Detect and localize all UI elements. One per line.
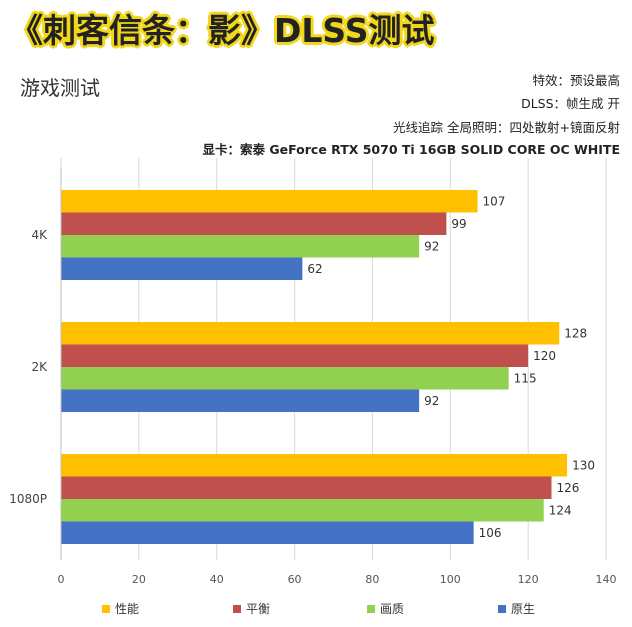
- x-tick-label: 60: [288, 573, 302, 586]
- x-tick-label: 120: [518, 573, 539, 586]
- x-tick-label: 20: [132, 573, 146, 586]
- data-label: 128: [564, 326, 587, 340]
- legend-item: 性能: [102, 600, 139, 617]
- legend-swatch: [102, 604, 110, 613]
- bar: [61, 212, 447, 235]
- x-tick-label: 80: [365, 573, 379, 586]
- info-line-gpu: 显卡：索泰 GeForce RTX 5070 Ti 16GB SOLID COR…: [202, 142, 620, 157]
- legend-label: 画质: [380, 602, 405, 616]
- data-label: 107: [483, 194, 506, 208]
- x-tick-label: 100: [440, 573, 461, 586]
- data-label: 92: [424, 239, 439, 253]
- data-label: 106: [479, 526, 502, 540]
- category-label: 4K: [31, 228, 48, 242]
- legend-item: 画质: [367, 600, 404, 617]
- legend-swatch: [498, 604, 506, 613]
- legend-label: 性能: [115, 602, 140, 616]
- data-label: 126: [557, 481, 580, 495]
- info-line-settings: 特效：预设最高: [532, 73, 620, 88]
- bar: [61, 344, 529, 367]
- chart-subtitle: 游戏测试: [20, 76, 100, 100]
- data-label: 62: [307, 262, 322, 276]
- legend-label: 原生: [511, 602, 536, 616]
- category-label: 2K: [31, 360, 48, 374]
- bar: [61, 235, 420, 258]
- legend-item: 原生: [498, 600, 535, 617]
- x-tick-label: 0: [58, 573, 65, 586]
- data-label: 92: [424, 394, 439, 408]
- bar: [61, 521, 474, 544]
- legend-label: 平衡: [246, 602, 271, 616]
- data-label: 124: [549, 503, 572, 517]
- banner-title: 《刺客信条：影》DLSS测试: [10, 11, 435, 50]
- bar: [61, 476, 552, 499]
- bar: [61, 454, 568, 477]
- data-label: 99: [451, 217, 466, 231]
- bar: [61, 389, 420, 412]
- data-label: 115: [514, 371, 537, 385]
- bar: [61, 257, 303, 280]
- legend-swatch: [367, 604, 375, 613]
- legend-item: 平衡: [233, 600, 270, 617]
- info-line-dlss: DLSS：帧生成 开: [521, 96, 620, 111]
- bar: [61, 190, 478, 213]
- bar: [61, 322, 560, 345]
- bar: [61, 499, 544, 522]
- x-tick-label: 140: [596, 573, 617, 586]
- x-tick-label: 40: [210, 573, 224, 586]
- data-label: 120: [533, 349, 556, 363]
- category-label: 1080P: [9, 492, 47, 506]
- legend-swatch: [233, 604, 241, 613]
- data-label: 130: [572, 458, 595, 472]
- info-line-raytracing: 光线追踪 全局照明：四处散射+镜面反射: [393, 120, 620, 135]
- bar: [61, 367, 509, 390]
